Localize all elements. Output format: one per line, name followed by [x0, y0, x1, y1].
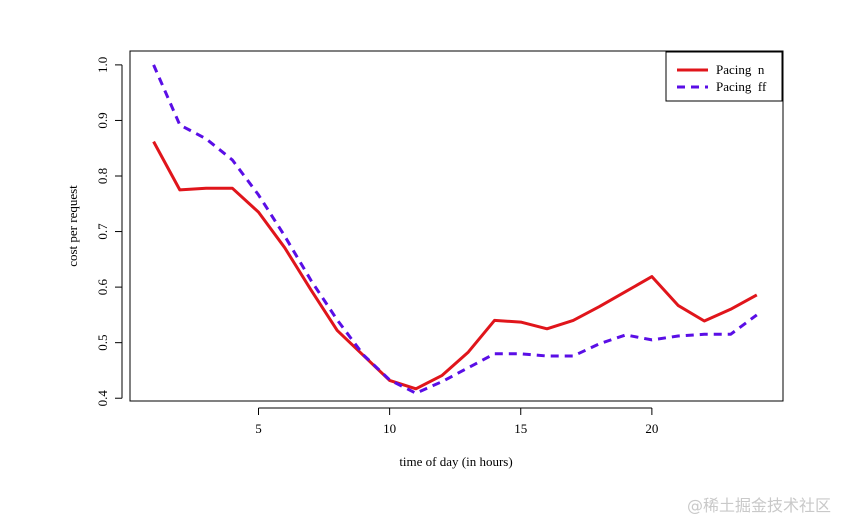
legend-label-pacing-ff: Pacing ff	[716, 79, 767, 94]
x-tick-label: 5	[255, 421, 262, 436]
y-tick-label: 0.8	[95, 168, 110, 184]
plot-frame	[129, 50, 784, 402]
x-axis: 5 10 15 20	[255, 407, 658, 436]
legend: Pacing n Pacing ff	[665, 51, 783, 102]
series-line-pacing-n	[152, 140, 758, 391]
legend-box	[665, 51, 783, 102]
x-tick-label: 15	[514, 421, 527, 436]
y-tick-label: 0.7	[95, 223, 110, 240]
y-tick-label: 0.6	[95, 278, 110, 295]
x-tick-label: 10	[383, 421, 396, 436]
x-axis-label: time of day (in hours)	[399, 454, 512, 469]
legend-label-pacing-n: Pacing n	[716, 62, 765, 77]
x-tick-label: 20	[645, 421, 658, 436]
series-layer	[152, 64, 758, 395]
y-tick-label: 1.0	[95, 57, 110, 73]
y-tick-label: 0.9	[95, 112, 110, 128]
series-line-pacing-ff	[152, 64, 758, 395]
watermark: @稀土掘金技术社区	[686, 496, 831, 515]
y-axis: 0.4 0.5 0.6 0.7 0.8 0.9 1.0	[95, 57, 123, 407]
y-tick-label: 0.5	[95, 335, 110, 351]
y-axis-label: cost per request	[65, 185, 80, 267]
y-tick-label: 0.4	[95, 390, 110, 407]
